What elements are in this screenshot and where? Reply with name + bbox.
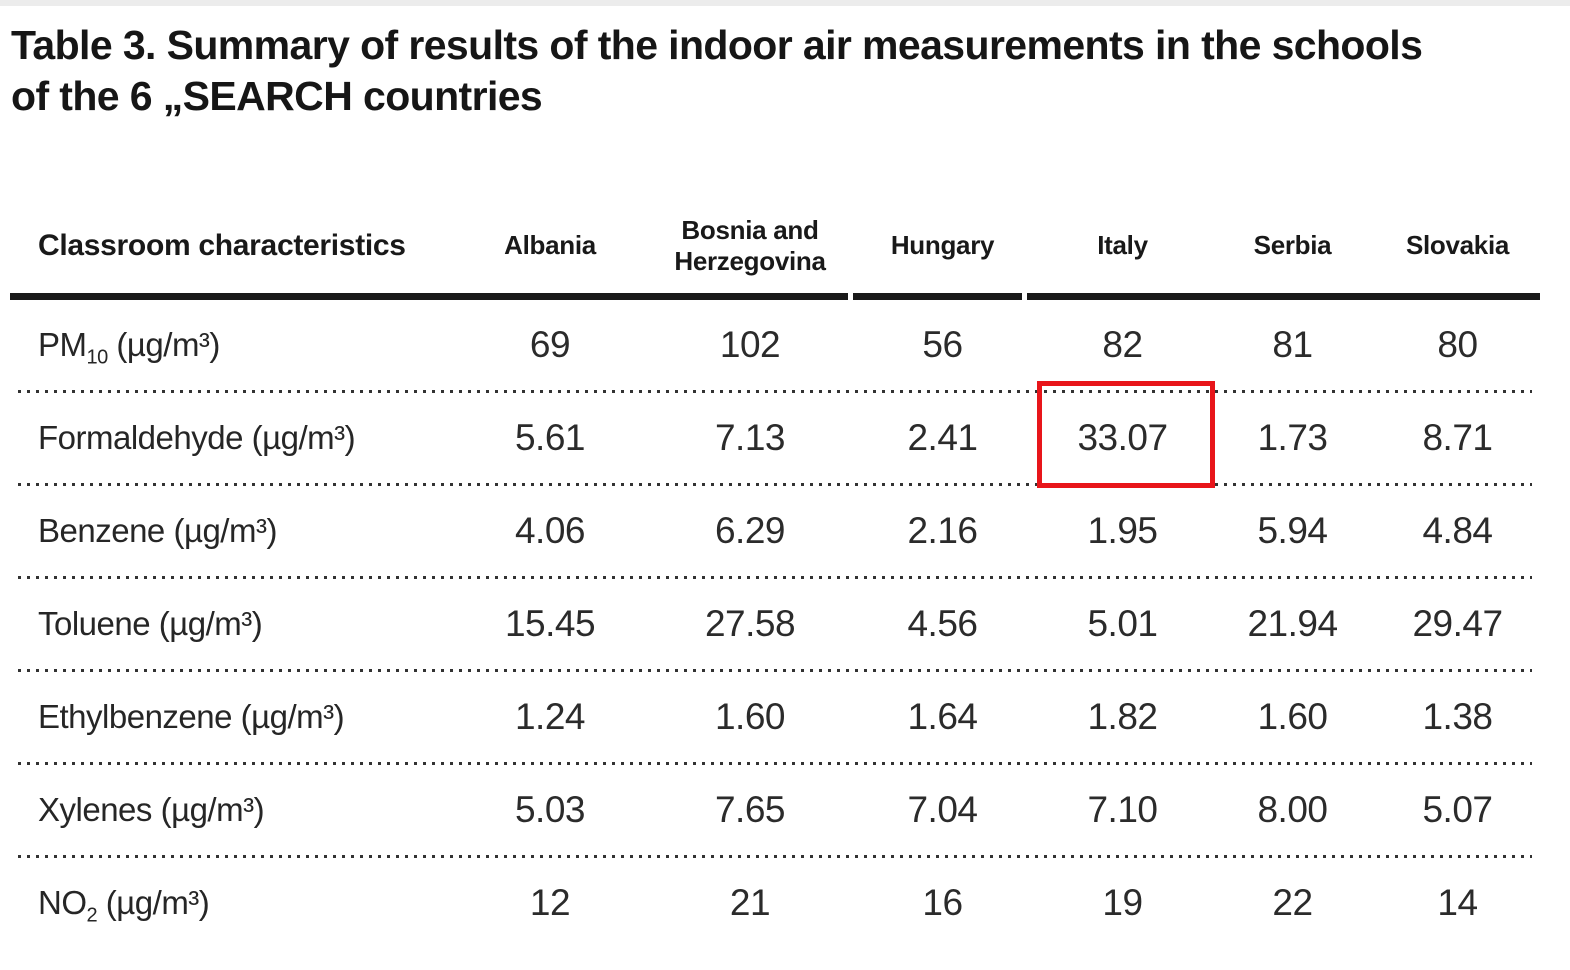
row-label-unit: (µg/m³) [164, 512, 277, 549]
row-label-formaldehyde: Formaldehyde (µg/m³) [10, 419, 450, 457]
row-label-xylenes: Xylenes (µg/m³) [10, 791, 450, 829]
cell-ethylbenzene-bosnia: 1.60 [714, 696, 786, 737]
row-label-ethylbenzene: Ethylbenzene (µg/m³) [10, 698, 450, 736]
cell-ethylbenzene-italy: 1.82 [1087, 696, 1158, 737]
cell-ethylbenzene-hungary: 1.64 [907, 696, 978, 737]
column-header-albania: Albania [504, 230, 596, 260]
cell-formaldehyde-serbia: 1.73 [1257, 417, 1328, 458]
table-row-no2: NO2 (µg/m³) 12 21 16 19 22 14 [10, 858, 1540, 948]
scan-edge-strip [0, 0, 1570, 6]
row-label-text: Ethylbenzene [38, 698, 232, 735]
column-header-slovakia: Slovakia [1405, 230, 1510, 260]
table-row-xylenes: Xylenes (µg/m³) 5.03 7.65 7.04 7.10 8.00… [10, 765, 1540, 855]
cell-toluene-bosnia: 27.58 [704, 603, 796, 644]
row-label-text: Formaldehyde [38, 419, 243, 456]
table-header-row: Classroom characteristics Albania Bosnia… [10, 198, 1540, 293]
row-separator [18, 483, 1532, 486]
row-label-text: Xylenes [38, 791, 152, 828]
cell-xylenes-serbia: 8.00 [1257, 789, 1328, 830]
cell-toluene-serbia: 21.94 [1247, 603, 1338, 644]
cell-no2-slovakia: 14 [1437, 882, 1478, 923]
row-label-pm10: PM10 (µg/m³) [10, 326, 450, 368]
cell-pm10-bosnia: 102 [719, 324, 781, 365]
cell-benzene-slovakia: 4.84 [1422, 510, 1493, 551]
cell-xylenes-bosnia: 7.65 [714, 789, 786, 830]
cell-benzene-hungary: 2.16 [907, 510, 978, 551]
row-label-unit: (µg/m³) [151, 791, 265, 828]
column-header-bosnia-and-herzegovina: Bosnia and Herzegovina [674, 214, 826, 276]
row-label-text: Benzene [38, 512, 165, 549]
row-label-unit: (µg/m³) [97, 884, 210, 921]
cell-pm10-serbia: 81 [1272, 324, 1313, 365]
table-row-benzene: Benzene (µg/m³) 4.06 6.29 2.16 1.95 5.94… [10, 486, 1540, 576]
column-header-italy: Italy [1097, 230, 1148, 260]
cell-ethylbenzene-albania: 1.24 [514, 696, 586, 737]
cell-no2-hungary: 16 [922, 882, 963, 923]
column-header-serbia: Serbia [1253, 230, 1332, 260]
table-row-ethylbenzene: Ethylbenzene (µg/m³) 1.24 1.60 1.64 1.82… [10, 672, 1540, 762]
row-separator [18, 576, 1532, 579]
row-separator [18, 762, 1532, 765]
cell-benzene-serbia: 5.94 [1257, 510, 1328, 551]
cell-no2-bosnia: 21 [729, 882, 771, 923]
row-label-subscript: 2 [86, 904, 98, 927]
row-label-unit: (µg/m³) [242, 419, 356, 456]
cell-formaldehyde-hungary: 2.41 [907, 417, 978, 458]
row-separator [18, 390, 1532, 393]
cell-no2-albania: 12 [529, 882, 571, 923]
cell-no2-italy: 19 [1102, 882, 1143, 923]
cell-pm10-slovakia: 80 [1437, 324, 1478, 365]
row-label-unit: (µg/m³) [231, 698, 345, 735]
cell-toluene-italy: 5.01 [1087, 603, 1158, 644]
cell-no2-serbia: 22 [1272, 882, 1313, 923]
row-label-text: NO [38, 884, 87, 921]
cell-benzene-italy: 1.95 [1087, 510, 1158, 551]
table-row-formaldehyde: Formaldehyde (µg/m³) 5.61 7.13 2.41 33.0… [10, 393, 1540, 483]
cell-toluene-albania: 15.45 [504, 603, 596, 644]
cell-ethylbenzene-slovakia: 1.38 [1422, 696, 1493, 737]
row-label-benzene: Benzene (µg/m³) [10, 512, 450, 550]
cell-formaldehyde-italy: 33.07 [1077, 417, 1168, 458]
cell-benzene-bosnia: 6.29 [714, 510, 786, 551]
cell-toluene-slovakia: 29.47 [1412, 603, 1503, 644]
row-label-no2: NO2 (µg/m³) [10, 884, 450, 926]
table-row-toluene: Toluene (µg/m³) 15.45 27.58 4.56 5.01 21… [10, 579, 1540, 669]
cell-pm10-albania: 69 [529, 324, 571, 365]
results-table: Classroom characteristics Albania Bosnia… [10, 198, 1540, 948]
header-rule [10, 293, 1540, 300]
cell-benzene-albania: 4.06 [514, 510, 586, 551]
row-label-unit: (µg/m³) [150, 605, 263, 642]
cell-xylenes-albania: 5.03 [514, 789, 586, 830]
row-separator [18, 855, 1532, 858]
row-separator [18, 669, 1532, 672]
column-header-hungary: Hungary [890, 230, 995, 260]
table-title-line-1: Table 3. Summary of results of the indoo… [11, 22, 1423, 68]
row-label-subscript: 10 [86, 346, 109, 369]
row-label-text: PM [38, 326, 87, 363]
cell-toluene-hungary: 4.56 [907, 603, 978, 644]
row-label-toluene: Toluene (µg/m³) [10, 605, 450, 643]
cell-xylenes-italy: 7.10 [1087, 789, 1158, 830]
table-title: Table 3. Summary of results of the indoo… [11, 20, 1423, 122]
cell-formaldehyde-bosnia: 7.13 [714, 417, 786, 458]
cell-ethylbenzene-serbia: 1.60 [1257, 696, 1328, 737]
cell-pm10-italy: 82 [1102, 324, 1143, 365]
row-label-text: Toluene [38, 605, 151, 642]
row-label-unit: (µg/m³) [107, 326, 220, 363]
table-title-line-2: of the 6 „SEARCH countries [11, 73, 543, 119]
cell-formaldehyde-slovakia: 8.71 [1422, 417, 1493, 458]
table-row-pm10: PM10 (µg/m³) 69 102 56 82 81 80 [10, 300, 1540, 390]
cell-pm10-hungary: 56 [922, 324, 963, 365]
cell-xylenes-hungary: 7.04 [907, 789, 978, 830]
cell-formaldehyde-albania: 5.61 [514, 417, 586, 458]
column-header-classroom-characteristics: Classroom characteristics [38, 229, 406, 262]
cell-xylenes-slovakia: 5.07 [1422, 789, 1493, 830]
